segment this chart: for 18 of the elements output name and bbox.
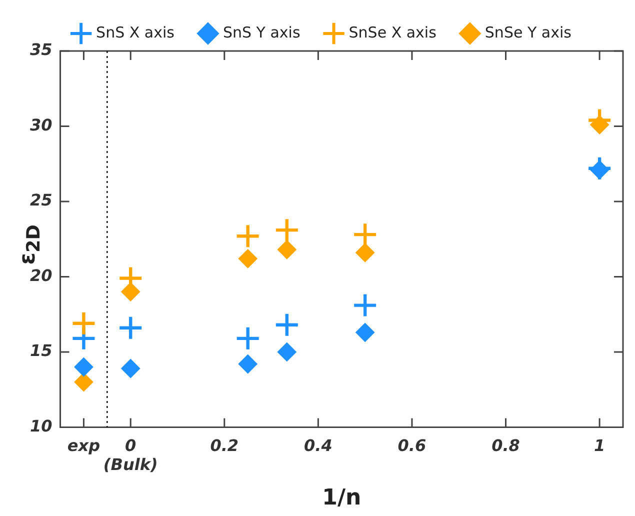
x-tick-label: 0 (Bulk)	[103, 436, 158, 474]
y-tick-label: 15	[30, 341, 52, 360]
y-tick-label: 10	[30, 416, 52, 436]
x-tick-label: 1	[594, 436, 606, 455]
legend-label: SnSe Y axis	[484, 23, 572, 42]
x-tick-label: exp	[67, 436, 100, 455]
legend-label: SnSe X axis	[348, 23, 437, 42]
x-axis-title: 1/n	[322, 486, 362, 511]
y-tick-label: 25	[30, 190, 52, 210]
legend-label: SnS X axis	[96, 23, 175, 42]
legend-label: SnS Y axis	[222, 23, 300, 42]
y-tick-label: 35	[30, 40, 52, 60]
x-tick-label: 0.8	[492, 436, 520, 455]
y-tick-label: 20	[30, 266, 52, 285]
x-tick-label: 0.2	[210, 436, 239, 455]
x-tick-label: 0.6	[398, 436, 426, 455]
y-tick-label: 30	[30, 115, 52, 134]
x-tick-label: 0.4	[304, 436, 332, 455]
